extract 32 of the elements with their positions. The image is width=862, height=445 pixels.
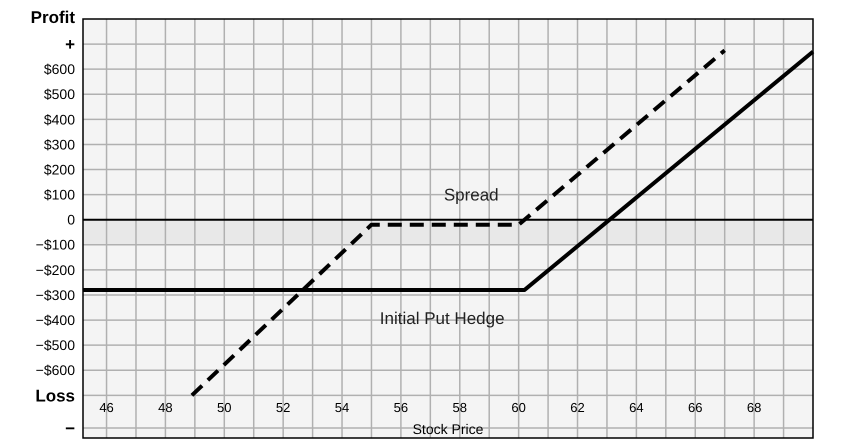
y-tick-label: −$100	[36, 236, 76, 253]
y-tick-label: $600	[44, 61, 76, 78]
y-tick-label: $500	[44, 86, 76, 102]
x-tick-label: 50	[217, 400, 232, 415]
x-axis-title: Stock Price	[412, 421, 484, 437]
y-tick-label: −	[65, 418, 76, 438]
y-tick-label: Loss	[35, 386, 75, 406]
y-tick-label: $400	[44, 111, 76, 128]
y-tick-label: −$500	[36, 337, 76, 354]
x-tick-label: 56	[394, 400, 408, 415]
x-tick-label: 64	[629, 400, 644, 415]
y-tick-label: $200	[44, 161, 76, 178]
x-tick-label: 58	[452, 400, 468, 415]
y-tick-label: −$400	[36, 312, 76, 328]
x-tick-label: 46	[99, 400, 114, 415]
x-tick-label: 54	[334, 400, 350, 415]
x-tick-label: 62	[570, 400, 585, 415]
x-tick-label: 52	[276, 400, 290, 415]
x-tick-label: 68	[746, 400, 762, 415]
series-label: Initial Put Hedge	[380, 308, 505, 328]
y-tick-label: 0	[67, 212, 76, 228]
x-tick-label: 48	[158, 400, 173, 415]
y-tick-label: $300	[44, 136, 76, 152]
x-tick-label: 60	[511, 400, 526, 415]
y-tick-label: −$600	[36, 362, 76, 378]
x-tick-label: 66	[688, 400, 702, 415]
series-label: Spread	[444, 186, 499, 205]
y-tick-label: $100	[44, 186, 76, 203]
y-tick-label: −$300	[36, 286, 76, 303]
y-tick-label: −$200	[36, 262, 76, 278]
y-axis-title: Profit	[30, 8, 76, 27]
y-tick-label: +	[65, 35, 76, 54]
